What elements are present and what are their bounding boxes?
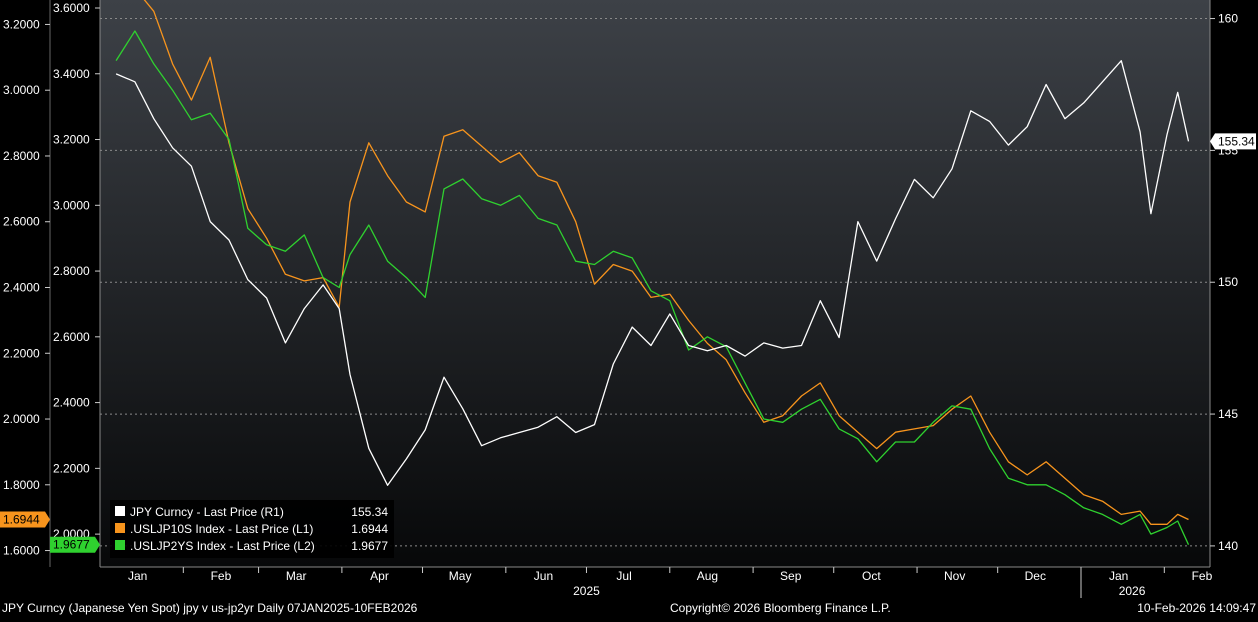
- y-tick-label-left-outer: 3.0000: [3, 83, 40, 97]
- y-tick-label-left-outer: 2.6000: [3, 215, 40, 229]
- y-tick-label-left-inner: 3.6000: [53, 1, 90, 15]
- legend-swatch: [115, 540, 125, 550]
- footer-description: JPY Curncy (Japanese Yen Spot) jpy v us-…: [2, 601, 418, 615]
- usljp2ys-series-line: [115, 30, 1190, 545]
- y-tick-label-left-inner: 2.2000: [53, 461, 90, 475]
- x-tick-label: Sep: [780, 569, 802, 583]
- y-tick-label-left-outer: 2.4000: [3, 281, 40, 295]
- y-tick-label-left-inner: 3.4000: [53, 67, 90, 81]
- y-tick-label-right: 140: [1218, 539, 1238, 553]
- legend-box: [110, 500, 394, 558]
- plot-area: [100, 0, 1210, 567]
- x-year-label: 2026: [1119, 584, 1146, 598]
- legend-value: 1.6944: [351, 522, 388, 536]
- x-tick-label: Nov: [944, 569, 965, 583]
- legend-label: .USLJP10S Index - Last Price (L1): [130, 522, 313, 536]
- footer-copyright: Copyright© 2026 Bloomberg Finance L.P.: [670, 601, 891, 615]
- jpy-series-line: [115, 60, 1190, 486]
- legend-swatch: [115, 506, 125, 516]
- legend-value: 155.34: [351, 505, 388, 519]
- last-value-label-jpy: 155.34: [1218, 134, 1255, 148]
- y-tick-label-left-inner: 2.8000: [53, 264, 90, 278]
- y-tick-label-left-outer: 2.8000: [3, 149, 40, 163]
- y-tick-label-left-outer: 1.6000: [3, 544, 40, 558]
- y-tick-label-left-outer: 2.0000: [3, 412, 40, 426]
- legend-label: JPY Curncy - Last Price (R1): [130, 505, 284, 519]
- last-value-tag-usljp2ys: [50, 536, 100, 553]
- footer-timestamp: 10-Feb-2026 14:09:47: [1137, 601, 1256, 615]
- legend-label: .USLJP2YS Index - Last Price (L2): [130, 539, 315, 553]
- x-tick-label: Jul: [616, 569, 631, 583]
- y-tick-label-left-inner: 2.6000: [53, 330, 90, 344]
- last-value-label-usljp2ys: 1.9677: [53, 538, 90, 552]
- x-tick-label: Aug: [697, 569, 718, 583]
- y-tick-label-right: 150: [1218, 275, 1238, 289]
- x-year-label: 2025: [573, 584, 600, 598]
- x-tick-label: Jan: [128, 569, 147, 583]
- y-tick-label-left-inner: 3.0000: [53, 198, 90, 212]
- x-tick-label: Jan: [1109, 569, 1128, 583]
- y-tick-label-right: 145: [1218, 407, 1238, 421]
- x-tick-label: Feb: [1192, 569, 1213, 583]
- y-tick-label-left-inner: 3.2000: [53, 133, 90, 147]
- x-tick-label: Oct: [862, 569, 881, 583]
- y-tick-label-right: 160: [1218, 12, 1238, 26]
- x-tick-label: Apr: [370, 569, 389, 583]
- last-value-label-usljp10s: 1.6944: [3, 513, 40, 527]
- y-tick-label-left-outer: 1.8000: [3, 478, 40, 492]
- y-tick-label-left-outer: 2.2000: [3, 346, 40, 360]
- x-tick-label: Dec: [1025, 569, 1046, 583]
- legend-value: 1.9677: [351, 539, 388, 553]
- x-tick-label: Jun: [534, 569, 553, 583]
- legend-swatch: [115, 523, 125, 533]
- y-tick-label-left-outer: 3.2000: [3, 17, 40, 31]
- x-tick-label: Feb: [211, 569, 232, 583]
- y-tick-label-left-inner: 2.4000: [53, 396, 90, 410]
- last-value-tag-jpy: [1210, 133, 1256, 150]
- x-tick-label: May: [449, 569, 472, 583]
- last-value-tag-usljp10s: [0, 511, 50, 528]
- x-tick-label: Mar: [286, 569, 307, 583]
